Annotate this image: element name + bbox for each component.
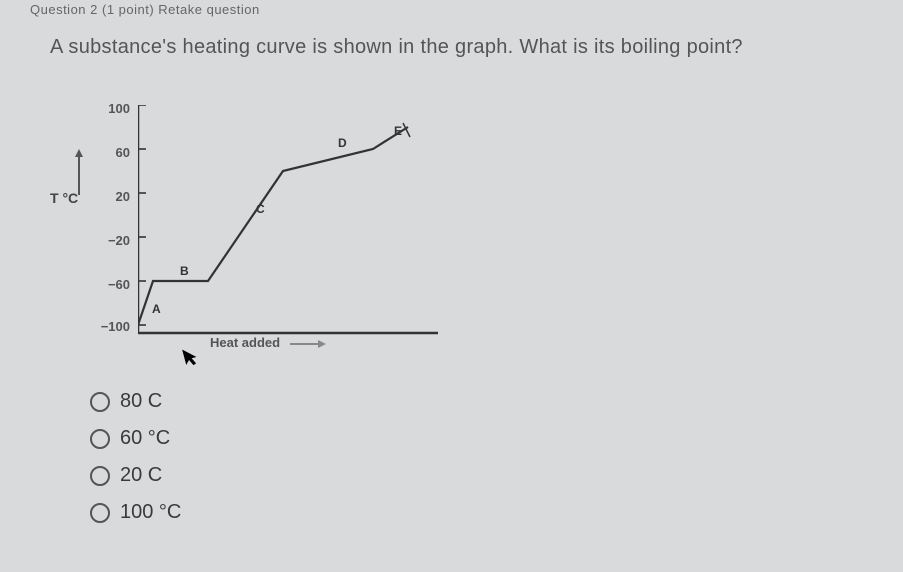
option-label: 100 °C [120, 501, 181, 524]
segment-label-c: C [256, 202, 265, 216]
ytick-n60: −60 [90, 277, 130, 292]
segment-label-d: D [338, 136, 347, 150]
ytick-20: 20 [90, 189, 130, 204]
option-label: 20 C [120, 464, 162, 487]
segment-label-a: A [152, 302, 161, 316]
plot-area: A B C D E [138, 105, 438, 325]
radio-icon[interactable] [90, 503, 110, 523]
radio-icon[interactable] [90, 392, 110, 412]
answer-options: 80 C 60 °C 20 C 100 °C [90, 390, 181, 538]
question-prompt: A substance's heating curve is shown in … [50, 36, 743, 59]
segment-label-e: E [394, 124, 402, 138]
ytick-60: 60 [90, 145, 130, 160]
segment-label-b: B [180, 264, 189, 278]
y-axis-label: T °C [50, 190, 78, 206]
option-100c[interactable]: 100 °C [90, 501, 181, 524]
radio-icon[interactable] [90, 429, 110, 449]
chart-svg: A B C D E [138, 105, 438, 337]
heating-curve-chart: T °C 100 60 20 −20 −60 −100 A B C D E [60, 95, 440, 365]
ytick-n100: −100 [90, 319, 130, 334]
heating-curve-line [138, 127, 408, 325]
ytick-n20: −20 [90, 233, 130, 248]
option-60c[interactable]: 60 °C [90, 427, 181, 450]
question-header: Question 2 (1 point) Retake question [30, 2, 260, 17]
option-label: 60 °C [120, 427, 170, 450]
mouse-cursor-icon [182, 345, 204, 373]
x-axis-label: Heat added [210, 335, 320, 350]
radio-icon[interactable] [90, 466, 110, 486]
option-label: 80 C [120, 390, 162, 413]
option-20c[interactable]: 20 C [90, 464, 181, 487]
option-80c[interactable]: 80 C [90, 390, 181, 413]
y-axis-arrow [78, 155, 80, 195]
x-axis-arrow-icon [290, 343, 320, 345]
ytick-100: 100 [90, 101, 130, 116]
x-axis-text: Heat added [210, 335, 280, 350]
